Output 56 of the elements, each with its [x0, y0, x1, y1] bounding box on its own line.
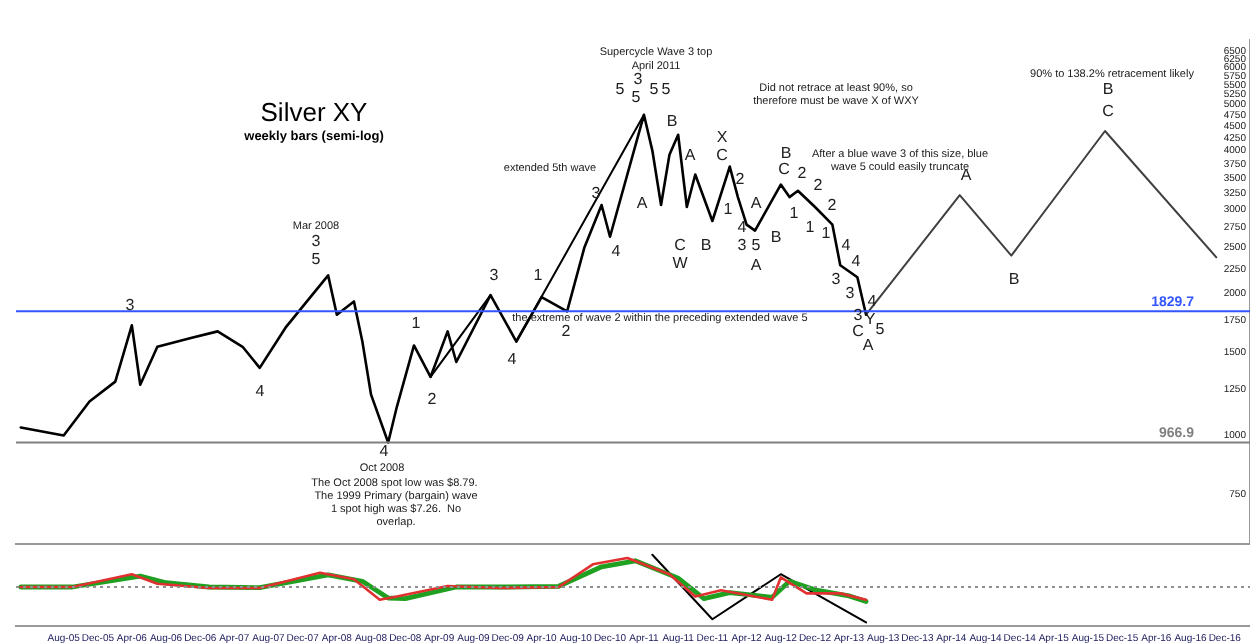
annotation: 5: [615, 80, 626, 99]
annotation: A: [750, 256, 763, 275]
annotation: 2: [797, 164, 808, 183]
annotation: 5: [631, 88, 642, 107]
annotation: 2: [735, 170, 746, 189]
annotation: 1: [805, 218, 816, 237]
annotation: B: [666, 112, 678, 131]
annotation: 5: [649, 80, 660, 99]
annotation: B: [780, 144, 792, 163]
annotation: 1: [821, 224, 832, 243]
annotation: B: [700, 236, 712, 255]
annotation: 1: [723, 200, 734, 219]
annotation: 3: [311, 232, 322, 251]
annotation: 3: [591, 184, 602, 203]
annotation: 5: [661, 80, 672, 99]
annotation: 2: [561, 322, 572, 341]
annotation: A: [684, 146, 697, 165]
annotation: C: [716, 146, 729, 165]
annotation: 4: [255, 382, 266, 401]
annotation: A: [750, 194, 763, 213]
annotation: 3: [737, 236, 748, 255]
annotation: 2: [427, 390, 438, 409]
annotation: C: [778, 160, 791, 179]
annotation: 3: [125, 296, 136, 315]
annotation: 3: [853, 306, 864, 325]
annotation: 4: [507, 350, 518, 369]
annotation: 4: [737, 218, 748, 237]
annotation: 5: [875, 320, 886, 339]
annotation: A: [636, 194, 649, 213]
annotation: 1: [789, 204, 800, 223]
annotation: A: [862, 336, 875, 355]
annotation: B: [1008, 270, 1020, 289]
annotation: 5: [311, 250, 322, 269]
annotation: 2: [827, 196, 838, 215]
annotation: B: [770, 228, 782, 247]
annotation: 1: [533, 266, 544, 285]
annotation: 4: [851, 252, 862, 271]
annotation: 4: [841, 236, 852, 255]
text: Silver XY: [260, 97, 369, 128]
annotation: 5: [751, 236, 762, 255]
annotation: B: [1102, 80, 1114, 99]
annotation: 3: [489, 266, 500, 285]
annotation: C: [852, 322, 865, 341]
annotation: 4: [379, 442, 390, 461]
annotation: 3: [845, 284, 856, 303]
annotation: X: [716, 128, 729, 147]
annotation: C: [1102, 102, 1115, 121]
annotation: 4: [867, 292, 878, 311]
annotation: 2: [813, 176, 824, 195]
annotation: 4: [611, 242, 622, 261]
annotation: 3: [633, 70, 644, 89]
annotation: Y: [864, 310, 877, 329]
annotation: C: [674, 236, 687, 255]
annotation: 1: [411, 314, 422, 333]
annotation: 3: [831, 270, 842, 289]
annotation: W: [672, 254, 689, 273]
